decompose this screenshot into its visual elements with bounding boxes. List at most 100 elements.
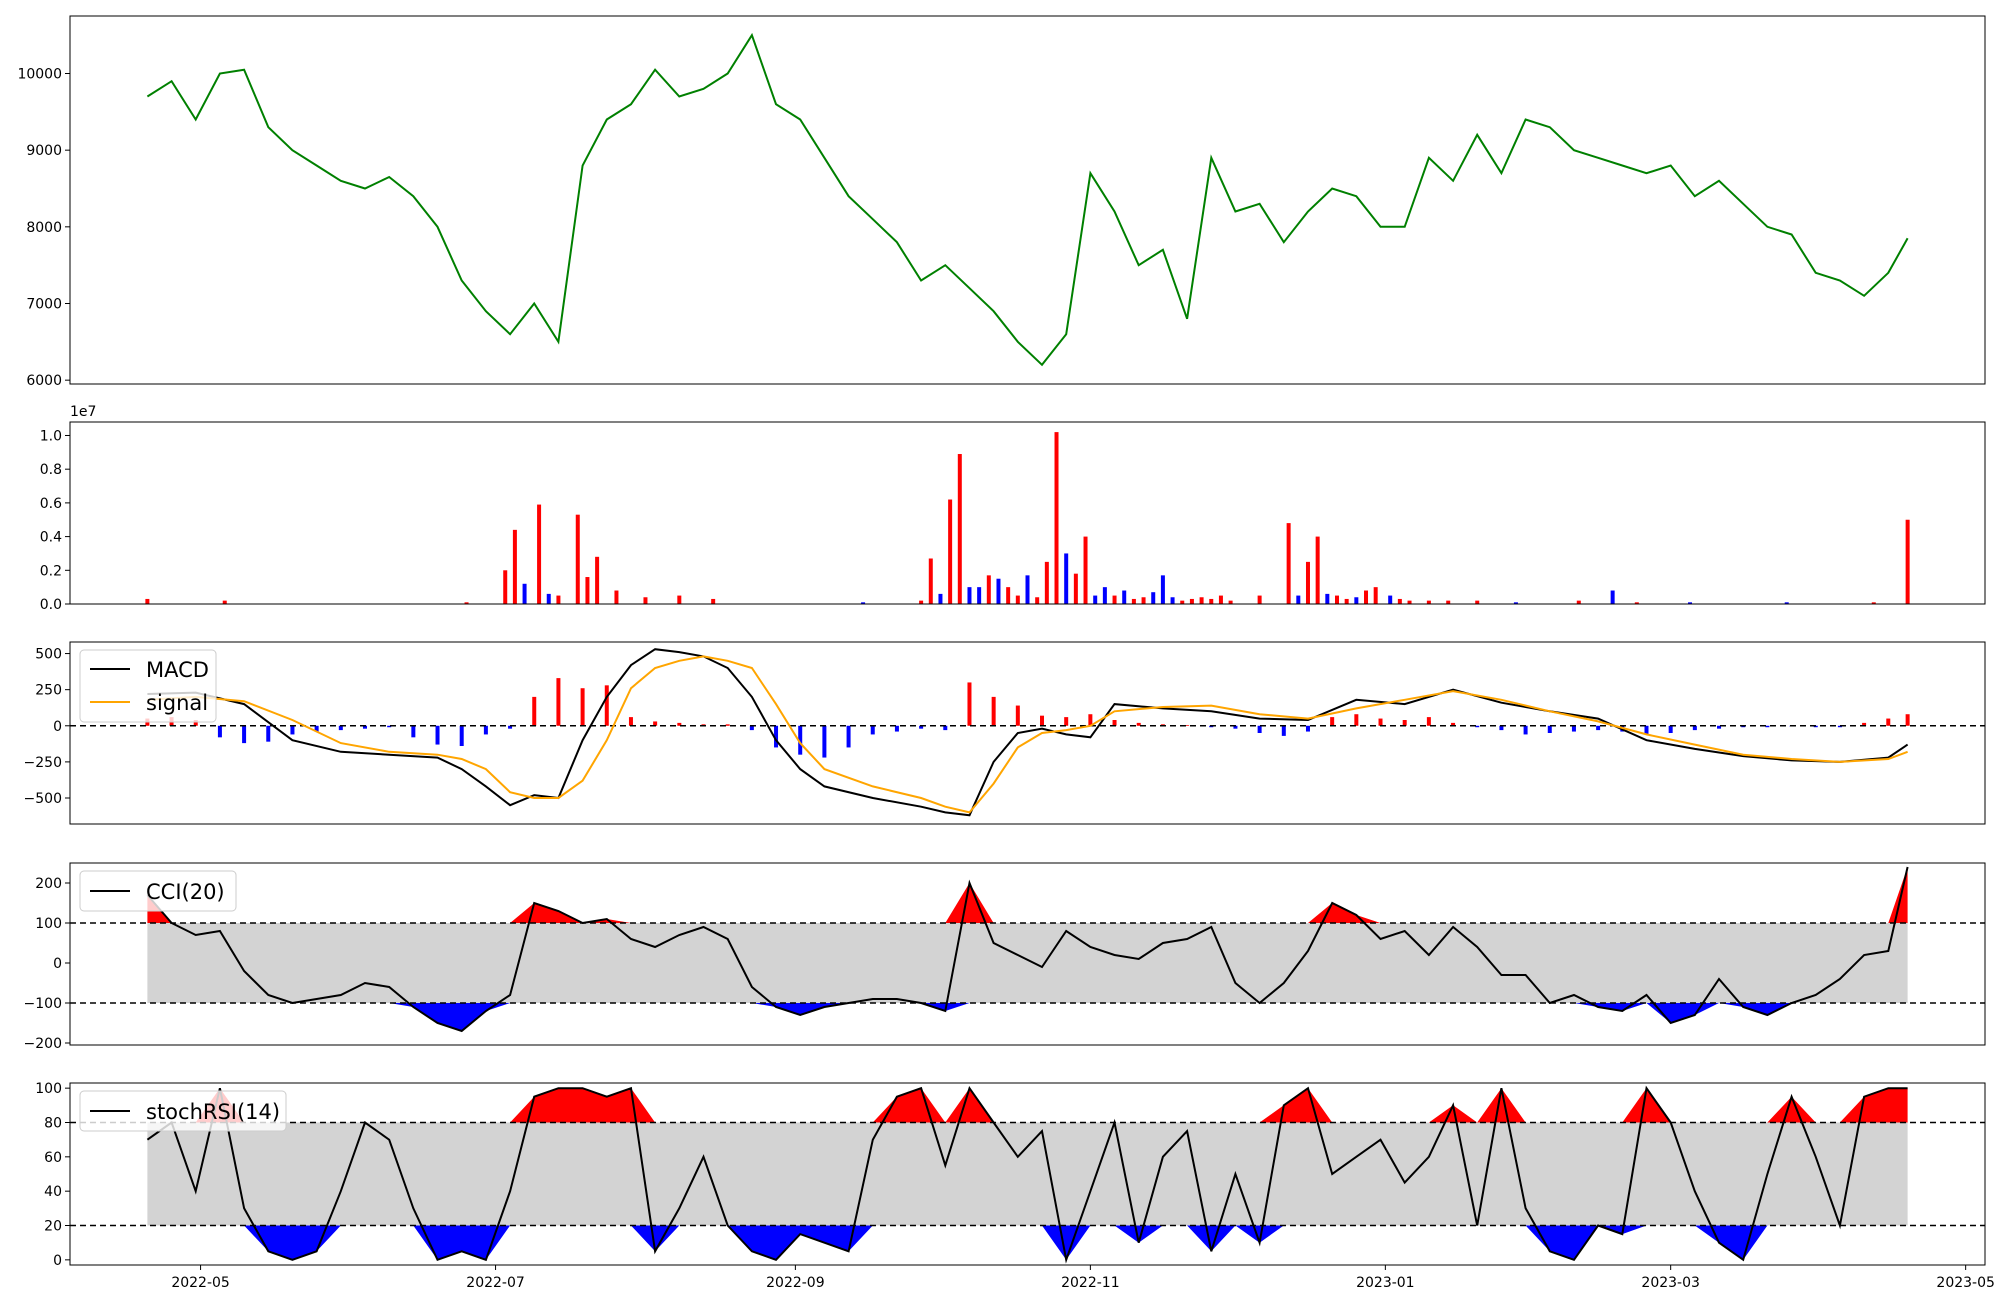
volume-bar	[1209, 598, 1214, 604]
volume-axes-frame	[69, 421, 1986, 605]
volume-bar	[1407, 600, 1412, 604]
volume-bar	[1784, 602, 1789, 604]
cci-y-tick-label: 200	[35, 876, 62, 892]
volume-bar	[967, 587, 972, 604]
price-y-axis: 6000 7000 8000 9000 10000	[17, 67, 70, 389]
macd-histogram-bar	[193, 720, 198, 726]
stochrsi-band	[147, 1122, 1908, 1226]
volume-bar	[1064, 553, 1069, 604]
volume-bar	[1688, 602, 1693, 604]
macd-histogram-bar	[1185, 725, 1190, 726]
volume-bar	[977, 587, 982, 604]
macd-histogram-bar	[1281, 725, 1286, 736]
volume-bar	[861, 602, 866, 604]
macd-histogram-bar	[1136, 722, 1141, 726]
volume-bar	[1334, 595, 1339, 604]
stochrsi-y-tick-label: 0	[53, 1253, 62, 1269]
stochrsi-y-axis: 100 80 60 40 20 0	[35, 1081, 70, 1269]
macd-histogram-bar	[411, 725, 416, 738]
volume-bar	[1102, 587, 1107, 604]
stochrsi-legend-label: stochRSI(14)	[146, 1100, 280, 1124]
macd-histogram-bar	[1499, 725, 1504, 731]
volume-bar	[522, 583, 527, 604]
volume-bar	[1373, 587, 1378, 604]
volume-bar	[1426, 600, 1431, 604]
cci-y-tick-label: 0	[53, 956, 62, 972]
volume-bar	[1364, 590, 1369, 604]
macd-histogram-bar	[1451, 722, 1456, 726]
macd-histogram-bar	[1644, 725, 1649, 735]
volume-bar	[546, 593, 551, 604]
volume-bar	[1397, 598, 1402, 604]
volume-bar	[512, 529, 517, 604]
price-y-tick-label: 6000	[26, 373, 62, 389]
macd-histogram-bar	[1305, 725, 1310, 732]
macd-y-tick-label: 500	[35, 647, 62, 663]
volume-bar	[711, 598, 716, 604]
price-plot-area	[146, 32, 1909, 367]
volume-bar	[1122, 590, 1127, 604]
volume-bar	[222, 600, 227, 604]
macd-histogram-bar	[894, 725, 899, 732]
price-panel: 6000 7000 8000 9000 10000	[17, 15, 1986, 389]
macd-histogram-bar	[774, 725, 779, 748]
macd-histogram-bar	[991, 696, 996, 726]
macd-histogram-bar	[1354, 714, 1359, 726]
volume-bar	[1035, 597, 1040, 604]
stochrsi-line	[146, 1085, 1908, 1264]
volume-bar	[1131, 598, 1136, 604]
volume-y-tick-label: 0.2	[40, 563, 62, 579]
volume-bar	[556, 595, 561, 604]
price-axes-frame	[69, 15, 1986, 385]
volume-y-tick-label: 0.0	[40, 597, 62, 613]
price-y-tick-label: 8000	[26, 220, 62, 236]
cci-y-tick-label: 100	[35, 916, 62, 932]
macd-histogram-bar	[387, 725, 392, 728]
volume-y-tick-label: 0.6	[40, 496, 62, 512]
macd-histogram-bar	[1571, 725, 1576, 732]
cci-legend: CCI(20)	[79, 870, 237, 912]
macd-histogram-bar	[604, 685, 609, 726]
macd-histogram-bar	[242, 725, 247, 744]
volume-bar	[1257, 595, 1262, 604]
stochrsi-y-tick-label: 80	[44, 1115, 62, 1131]
volume-bar	[1054, 432, 1059, 604]
macd-histogram-bar	[725, 724, 730, 726]
volume-bar	[1083, 536, 1088, 604]
volume-bar	[1218, 595, 1223, 604]
macd-y-tick-label: −500	[24, 791, 62, 807]
x-axis: 2022-05 2022-07 2022-09 2022-11 2023-01 2023-…	[171, 1265, 1995, 1291]
stochrsi-plot-area	[70, 1085, 1985, 1264]
x-tick-label: 2022-05	[171, 1275, 230, 1291]
cci-panel: 200 100 0 −100 −200 CCI(20)	[24, 862, 1986, 1052]
macd-histogram-bar	[967, 682, 972, 726]
macd-histogram-bar	[822, 725, 827, 758]
volume-y-tick-label: 1.0	[40, 428, 62, 444]
macd-histogram-bar	[846, 725, 851, 748]
stochrsi-panel: 100 80 60 40 20 0 stochRSI(14)	[35, 1081, 1986, 1269]
volume-bar	[996, 578, 1001, 604]
volume-bar	[1305, 561, 1310, 604]
macd-histogram-bar	[1862, 722, 1867, 726]
macd-histogram-bar	[1692, 725, 1697, 731]
volume-bar	[1015, 595, 1020, 604]
volume-bar	[1073, 573, 1078, 604]
macd-histogram-bar	[1015, 705, 1020, 726]
volume-bar	[595, 556, 600, 604]
macd-histogram-bar	[556, 678, 561, 726]
macd-legend: MACD signal	[79, 649, 217, 723]
volume-bar	[1141, 597, 1146, 604]
volume-bar	[1228, 600, 1233, 604]
volume-bar	[957, 454, 962, 604]
macd-y-tick-label: 0	[53, 719, 62, 735]
stochrsi-overbought-fill	[147, 1088, 1908, 1123]
cci-legend-label: CCI(20)	[146, 880, 225, 904]
volume-bar	[145, 598, 150, 604]
volume-y-tick-label: 0.4	[40, 530, 62, 546]
cci-plot-area	[70, 866, 1985, 1033]
cci-y-tick-label: −100	[24, 996, 62, 1012]
x-tick-label: 2023-05	[1936, 1275, 1995, 1291]
signal-legend-label: signal	[146, 691, 208, 715]
volume-bar	[1112, 595, 1117, 604]
volume-bar	[1513, 602, 1518, 604]
